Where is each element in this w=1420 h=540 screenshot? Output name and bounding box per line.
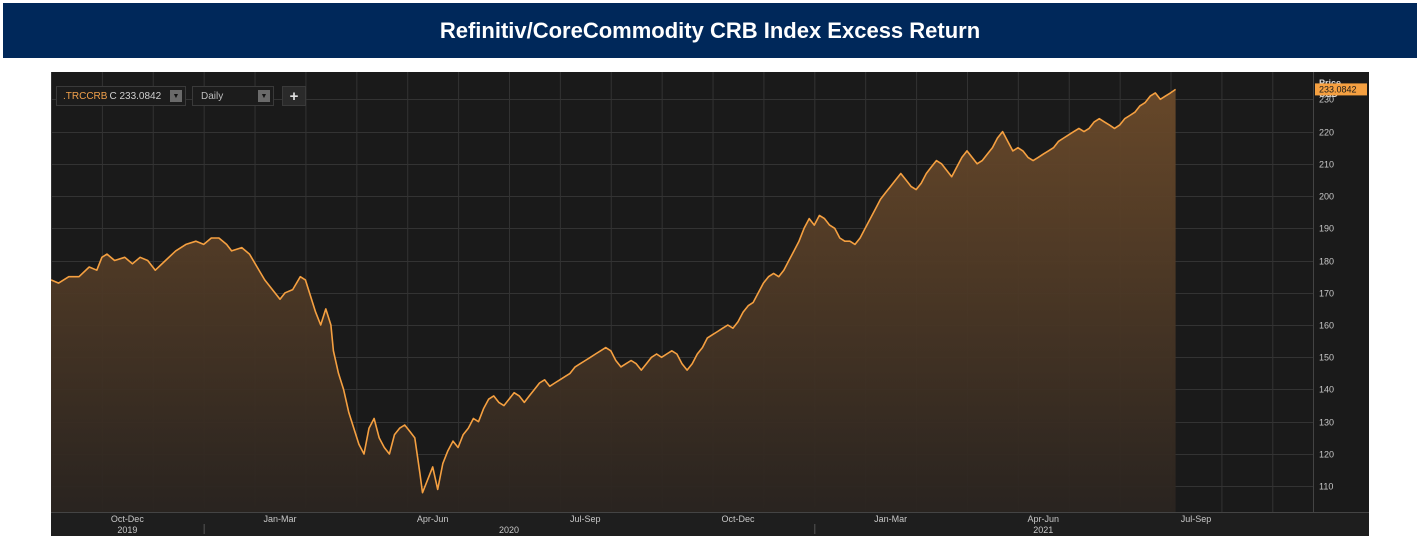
x-quarter-label: Apr-Jun [1028,514,1060,524]
x-quarter-label: Oct-Dec [721,514,755,524]
x-year-label: 2019 [117,525,137,535]
last-value-tag [1315,83,1367,96]
chart-title: Refinitiv/CoreCommodity CRB Index Excess… [439,17,981,43]
add-button[interactable]: + [282,86,306,106]
interval-label: Daily [201,90,224,102]
y-tick-label: 200 [1319,192,1334,202]
x-year-label: 2021 [1033,525,1053,535]
y-tick-label: 210 [1319,160,1334,170]
y-tick-label: 140 [1319,385,1334,395]
y-unit-price: Price [1319,78,1341,88]
instrument-selector[interactable]: .TRCCRB C 233.0842 ▼ [56,86,186,106]
chevron-down-icon[interactable]: ▼ [170,90,182,102]
y-tick-label: 170 [1319,289,1334,299]
chart-panel: Price USD 233.0842 110120130140150160170… [51,72,1369,536]
series-area [51,89,1176,513]
x-axis-strip [51,512,1369,536]
y-tick-label: 160 [1319,321,1334,331]
y-tick-label: 150 [1319,353,1334,363]
price-chart: Price USD 233.0842 110120130140150160170… [51,72,1369,536]
y-tick-label: 120 [1319,450,1334,460]
y-tick-label: 180 [1319,257,1334,267]
x-quarter-label: Jul-Sep [1181,514,1212,524]
chevron-down-icon[interactable]: ▼ [258,90,270,102]
last-value-label: 233.0842 [1319,84,1357,94]
x-quarter-label: Jan-Mar [263,514,296,524]
series-line [51,88,1177,494]
x-quarter-label: Apr-Jun [417,514,449,524]
x-quarter-label: Jul-Sep [570,514,601,524]
x-axis: Oct-Dec Jan-Mar Apr-Jun Jul-Sep Oct-Dec Jan-M… [51,512,1369,536]
x-year-label: 2020 [499,525,519,535]
y-tick-label: 130 [1319,418,1334,428]
title-banner: Refinitiv/CoreCommodity CRB Index Excess… [3,3,1417,58]
close-value: C 233.0842 [109,90,162,102]
y-tick-label: 220 [1319,128,1334,138]
y-tick-label: 190 [1319,224,1334,234]
x-quarter-label: Jan-Mar [874,514,907,524]
x-quarter-label: Oct-Dec [111,514,145,524]
instrument-ric: .TRCCRB [63,90,108,102]
interval-selector[interactable]: Daily ▼ [192,86,274,106]
y-tick-label: 110 [1319,482,1333,492]
area-layer [51,88,1177,513]
y-axis: Price USD 233.0842 110120130140150160170… [1313,72,1367,512]
y-tick-label: 230 [1319,95,1334,105]
